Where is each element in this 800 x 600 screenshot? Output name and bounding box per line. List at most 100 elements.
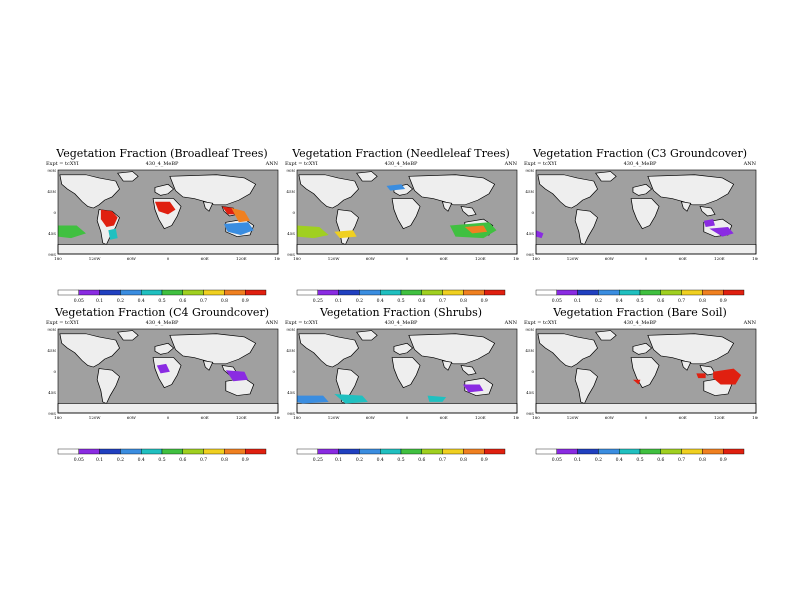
xtick-label: 120E bbox=[714, 415, 725, 420]
colorbar-label: 0.8 bbox=[460, 298, 467, 304]
colorbar-swatch bbox=[338, 448, 360, 455]
colorbar-swatch bbox=[702, 289, 724, 296]
colorbar-label: 0.5 bbox=[636, 457, 643, 463]
field-region bbox=[713, 368, 742, 385]
colorbar-label: 0.7 bbox=[200, 457, 207, 463]
land-africa bbox=[391, 198, 421, 230]
colorbar-swatch bbox=[244, 448, 267, 455]
map-plot bbox=[57, 169, 279, 255]
case-label: 430_4_MeBP bbox=[145, 320, 179, 326]
colorbar-swatch bbox=[681, 448, 703, 455]
colorbar-swatch bbox=[57, 448, 79, 455]
colorbar-label: 0.4 bbox=[616, 298, 623, 304]
colorbar-label: 0.8 bbox=[221, 457, 228, 463]
ytick-label: 90S bbox=[48, 252, 56, 257]
colorbar-label: 0.4 bbox=[377, 457, 384, 463]
colorbar: 0.25 0.1 0.2 0.4 0.5 0.6 0.7 0.8 0.9 bbox=[283, 288, 519, 310]
land-india bbox=[202, 360, 214, 371]
xtick-label: 120W bbox=[89, 256, 102, 261]
colorbar-label: 0.6 bbox=[657, 457, 664, 463]
season-label: ANN bbox=[504, 320, 517, 326]
panel-needleleaf-trees: Vegetation Fraction (Needleleaf Trees) E… bbox=[283, 147, 519, 317]
xtick-label: 120W bbox=[328, 256, 341, 261]
xtick-label: 180 bbox=[752, 256, 758, 261]
colorbar-label: 0.7 bbox=[678, 298, 685, 304]
land-india bbox=[202, 201, 214, 212]
land-europe bbox=[154, 342, 175, 355]
ytick-label: 90S bbox=[287, 252, 295, 257]
ytick-label: 0 bbox=[531, 210, 534, 215]
colorbar-swatch bbox=[317, 448, 339, 455]
colorbar-swatch bbox=[463, 289, 485, 296]
xtick-label: 120E bbox=[475, 256, 486, 261]
land-asia bbox=[408, 174, 496, 206]
field-region bbox=[386, 184, 406, 191]
colorbar-swatch bbox=[78, 448, 100, 455]
colorbar-swatch bbox=[296, 448, 318, 455]
xtick-label: 60W bbox=[605, 256, 615, 261]
colorbar-svg: 0.25 0.1 0.2 0.4 0.5 0.6 0.7 0.8 0.9 bbox=[296, 289, 506, 304]
plot-frame bbox=[535, 169, 757, 255]
colorbar-swatch bbox=[421, 448, 443, 455]
land-namerica bbox=[537, 174, 598, 209]
colorbar-swatch bbox=[421, 289, 443, 296]
land-asia bbox=[647, 174, 735, 206]
colorbar-swatch bbox=[161, 448, 183, 455]
field-region bbox=[696, 373, 706, 379]
land-namerica bbox=[59, 333, 120, 368]
panel-shrubs: Vegetation Fraction (Shrubs) Expt = tcXY… bbox=[283, 306, 519, 476]
colorbar-swatch bbox=[120, 289, 142, 296]
xtick-label: 120W bbox=[328, 415, 341, 420]
panel-bare-soil: Vegetation Fraction (Bare Soil) Expt = t… bbox=[522, 306, 758, 476]
panel-title: Vegetation Fraction (Bare Soil) bbox=[553, 306, 727, 319]
xtick-label: 60E bbox=[440, 415, 448, 420]
land-asia bbox=[169, 333, 257, 365]
xtick-label: 60W bbox=[366, 415, 376, 420]
ytick-label: 90S bbox=[287, 411, 295, 416]
colorbar-swatch bbox=[722, 289, 745, 296]
colorbar-swatch bbox=[483, 448, 506, 455]
colorbar-swatch bbox=[618, 448, 641, 455]
colorbar-swatch bbox=[639, 289, 661, 296]
colorbar-label: 0.4 bbox=[138, 457, 145, 463]
colorbar-label: 0.1 bbox=[574, 457, 581, 463]
colorbar-label: 0.7 bbox=[200, 298, 207, 304]
xtick-label: 180 bbox=[513, 256, 519, 261]
colorbar-swatch bbox=[442, 448, 464, 455]
field-region bbox=[297, 395, 329, 404]
field-region bbox=[427, 395, 447, 402]
colorbar-swatch bbox=[483, 289, 506, 296]
land-namerica bbox=[298, 333, 359, 368]
colorbar-label: 0.8 bbox=[221, 298, 228, 304]
colorbar-label: 0.2 bbox=[595, 298, 602, 304]
ytick-label: 45N bbox=[525, 348, 534, 353]
colorbar-label: 0.1 bbox=[335, 457, 342, 463]
colorbar-swatch bbox=[244, 289, 267, 296]
expt-label: Expt = tcXYI bbox=[524, 161, 557, 167]
xtick-label: 180 bbox=[752, 415, 758, 420]
colorbar-label: 0.5 bbox=[636, 298, 643, 304]
colorbar-swatch bbox=[660, 448, 682, 455]
ytick-label: 90N bbox=[47, 327, 56, 332]
xtick-label: 0 bbox=[406, 256, 409, 261]
map-plot bbox=[57, 328, 279, 414]
land-greenland bbox=[595, 171, 617, 182]
season-label: ANN bbox=[743, 320, 756, 326]
land-greenland bbox=[117, 171, 139, 182]
land-greenland bbox=[595, 330, 617, 341]
colorbar-label: 0.9 bbox=[242, 457, 249, 463]
panel-c4-groundcover: Vegetation Fraction (C4 Groundcover) Exp… bbox=[44, 306, 280, 476]
colorbar-label: 0.1 bbox=[96, 457, 103, 463]
colorbar-label: 0.5 bbox=[397, 457, 404, 463]
colorbar: 0.05 0.1 0.2 0.4 0.5 0.6 0.7 0.8 0.9 bbox=[44, 288, 280, 310]
ytick-label: 45N bbox=[47, 189, 56, 194]
colorbar: 0.05 0.1 0.2 0.4 0.5 0.6 0.7 0.8 0.9 bbox=[522, 288, 758, 310]
colorbar-swatch bbox=[660, 289, 682, 296]
ytick-label: 45N bbox=[47, 348, 56, 353]
land-antarctica bbox=[296, 403, 518, 414]
land-europe bbox=[393, 342, 414, 355]
xtick-label: 60E bbox=[679, 256, 687, 261]
colorbar-label: 0.2 bbox=[117, 457, 124, 463]
